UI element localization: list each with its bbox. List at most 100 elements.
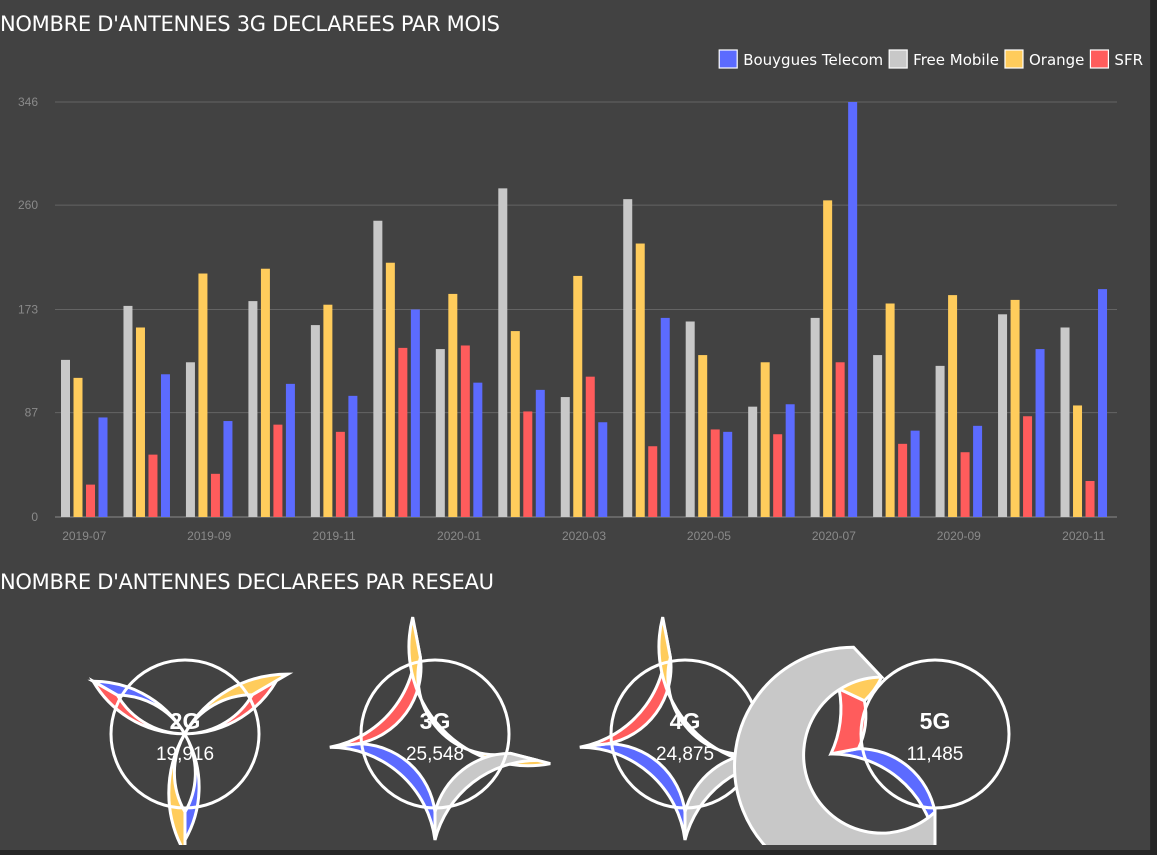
bar-orange[interactable] [260,268,270,517]
bar-bouygues-telecom[interactable] [410,309,420,518]
bar-bouygues-telecom[interactable] [535,389,545,517]
bar-free-mobile[interactable] [623,199,633,517]
bar-orange[interactable] [448,293,458,517]
bar-sfr[interactable] [585,376,595,517]
bar-orange[interactable] [135,327,145,517]
bar-free-mobile[interactable] [248,301,258,517]
bar-free-mobile[interactable] [373,220,383,517]
bar-bouygues-telecom[interactable] [723,431,733,517]
bar-sfr[interactable] [835,362,845,517]
donut-inner-ring [859,658,1011,810]
donut-4g[interactable]: 4G 24,875 [579,616,801,841]
donut-slice-orange[interactable] [167,672,294,845]
bar-free-mobile[interactable] [61,359,70,517]
bar-bouygues-telecom[interactable] [160,374,170,517]
bar-bouygues-telecom[interactable] [285,383,295,517]
bar-free-mobile[interactable] [560,397,570,517]
bar-bouygues-telecom[interactable] [785,404,795,517]
bar-bouygues-telecom[interactable] [223,421,233,517]
donut-slice-orange[interactable] [407,616,551,768]
bar-sfr[interactable] [86,484,95,517]
bar-orange[interactable] [1073,405,1083,517]
legend-swatch [1004,49,1024,69]
bar-bouygues-telecom[interactable] [910,430,920,517]
bar-orange[interactable] [823,200,833,517]
donut-total-value: 25,548 [406,744,464,765]
donut-slice-free-mobile[interactable] [733,645,937,845]
bar-orange[interactable] [698,355,708,517]
donut-inner-ring [359,658,511,810]
bar-sfr[interactable] [1085,481,1095,517]
legend-item-sfr[interactable]: SFR [1089,49,1143,69]
bar-orange[interactable] [198,273,208,517]
bar-bouygues-telecom[interactable] [848,102,858,517]
donut-5g[interactable]: 5G 11,485 [733,645,1011,845]
legend-item-bouygues-telecom[interactable]: Bouygues Telecom [718,49,883,69]
x-tick-label: 2020-01 [437,529,481,543]
bar-orange[interactable] [635,243,645,517]
bar-free-mobile[interactable] [810,317,820,517]
bar-bouygues-telecom[interactable] [973,425,983,517]
bar-sfr[interactable] [1023,416,1033,517]
bar-orange[interactable] [573,275,583,517]
bar-sfr[interactable] [710,429,720,517]
bar-sfr[interactable] [210,473,220,517]
bar-free-mobile[interactable] [185,362,195,517]
bar-bouygues-telecom[interactable] [1035,349,1045,517]
bar-free-mobile[interactable] [998,314,1008,517]
y-tick-label: 346 [18,95,38,109]
bar-sfr[interactable] [898,443,908,517]
bar-sfr[interactable] [960,452,970,517]
bar-sfr[interactable] [273,424,283,517]
legend-item-free-mobile[interactable]: Free Mobile [888,49,999,69]
legend-label: SFR [1114,51,1143,69]
x-tick-label: 2019-09 [187,529,231,543]
bar-free-mobile[interactable] [935,365,945,517]
bar-free-mobile[interactable] [310,325,320,517]
donut-slice-free-mobile[interactable] [433,751,539,841]
bar-bouygues-telecom[interactable] [598,422,608,517]
bar-orange[interactable] [510,331,520,517]
bar-bouygues-telecom[interactable] [660,317,670,517]
bar-sfr[interactable] [148,454,158,517]
legend-item-orange[interactable]: Orange [1004,49,1084,69]
bar-free-mobile[interactable] [123,305,133,517]
bar-orange[interactable] [1010,299,1020,517]
bar-free-mobile[interactable] [1060,327,1070,517]
bar-bouygues-telecom[interactable] [1098,289,1108,517]
bar-free-mobile[interactable] [498,188,508,517]
bar-free-mobile[interactable] [748,406,758,517]
bar-bouygues-telecom[interactable] [98,417,108,517]
y-tick-label: 87 [25,406,39,420]
bar-sfr[interactable] [335,431,345,517]
bar-orange[interactable] [385,262,395,517]
bar-sfr[interactable] [523,411,533,517]
x-tick-label: 2020-03 [562,529,606,543]
y-tick-label: 260 [18,198,38,212]
bar-chart-title: NOMBRE D'ANTENNES 3G DECLAREES PAR MOIS [0,12,500,36]
bar-bouygues-telecom[interactable] [348,395,358,517]
x-tick-label: 2020-09 [937,529,981,543]
bar-orange[interactable] [73,377,83,517]
donut-2g[interactable]: 2G 19,916 [87,658,294,845]
bar-free-mobile[interactable] [435,349,445,517]
bar-orange[interactable] [760,362,770,517]
legend-label: Free Mobile [913,51,999,69]
legend-swatch [888,49,908,69]
x-tick-label: 2019-11 [313,529,356,543]
bar-orange[interactable] [323,304,333,517]
donut-3g[interactable]: 3G 25,548 [329,616,551,841]
bar-orange[interactable] [885,303,895,517]
bar-free-mobile[interactable] [873,355,883,517]
x-tick-label: 2020-05 [687,529,731,543]
bar-bouygues-telecom[interactable] [473,382,483,517]
bar-sfr[interactable] [773,434,783,517]
bar-sfr[interactable] [648,446,658,517]
bar-sfr[interactable] [398,347,408,517]
bar-orange[interactable] [948,295,958,517]
donut-charts: 2G 19,916 3G 25,548 4G 24,875 5G 11,485 [87,616,1011,845]
bar-free-mobile[interactable] [685,321,695,517]
bar-chart: 0 87 173 260 346 2019-07 2019-09 2019-11 2020-01… [18,49,1143,543]
bar-sfr[interactable] [460,345,470,517]
